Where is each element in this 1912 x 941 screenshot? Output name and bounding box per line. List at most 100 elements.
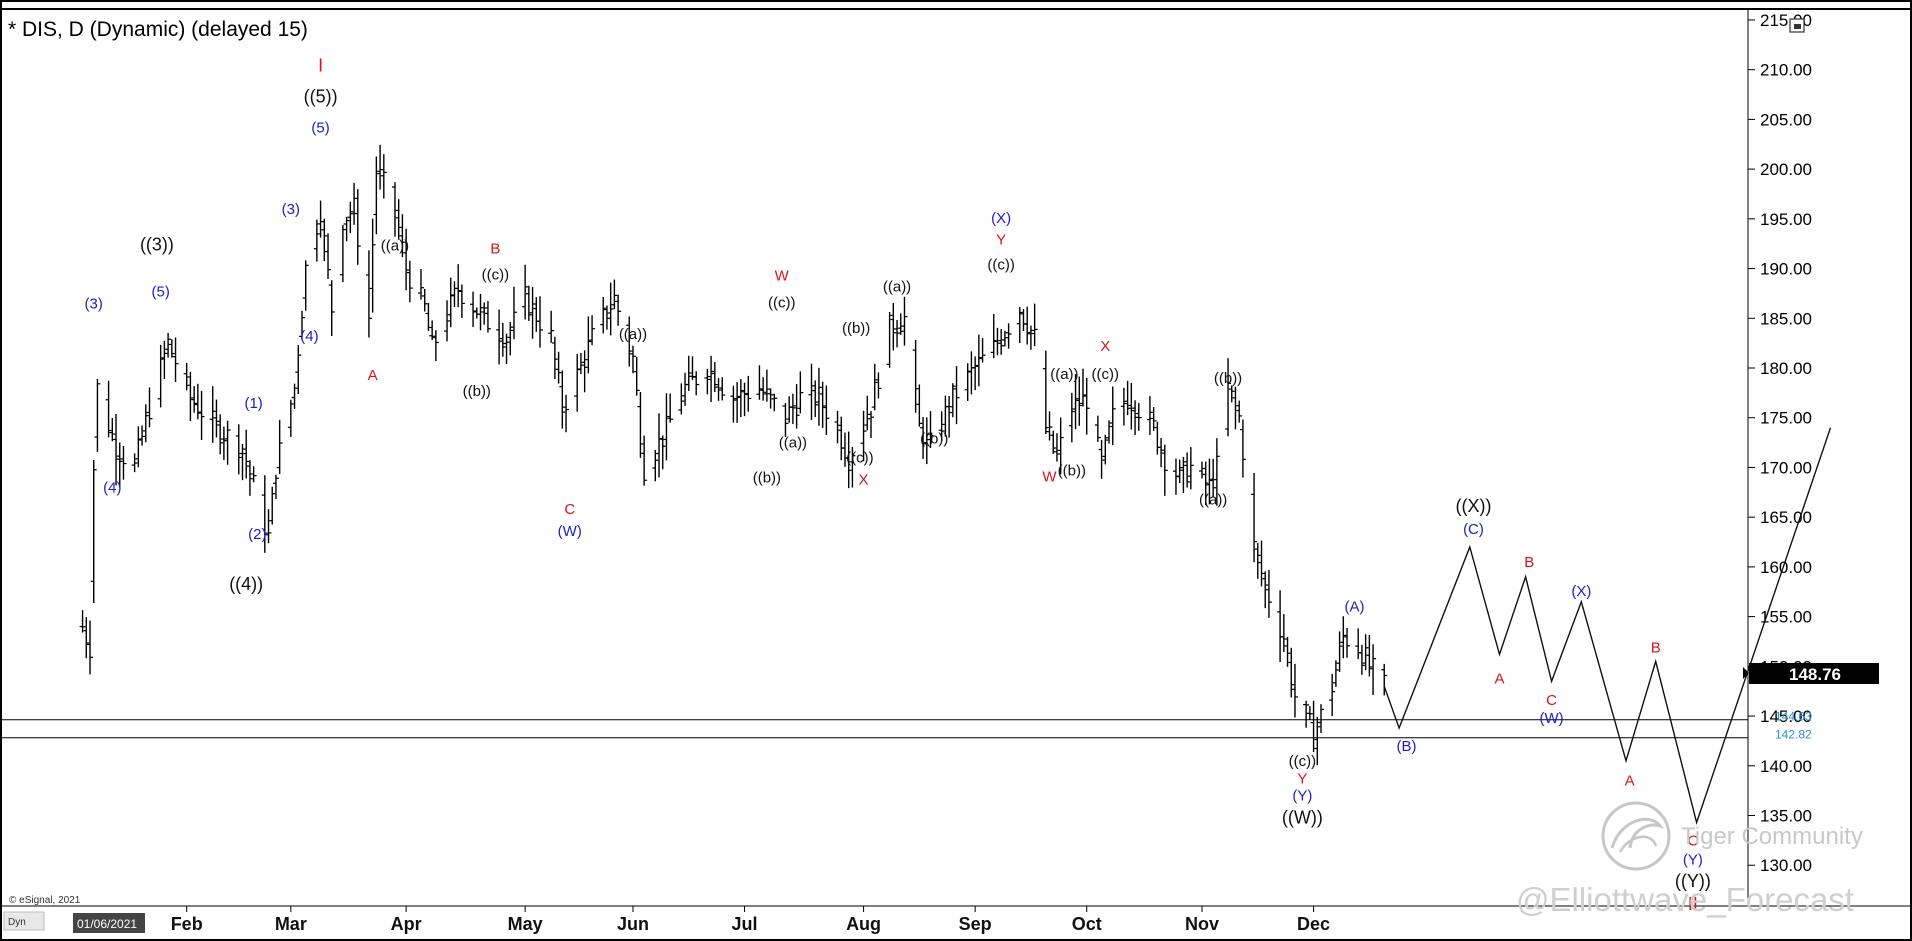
x-tick-label: Dec — [1297, 914, 1330, 934]
wave-label: A — [1625, 773, 1635, 790]
wave-label: (5) — [151, 283, 169, 300]
wave-label: (B) — [1397, 738, 1417, 755]
y-tick-label: 170.00 — [1760, 458, 1812, 477]
ohlc-bar — [187, 371, 194, 421]
wave-label: B — [1651, 639, 1661, 656]
ohlc-bar — [823, 385, 830, 435]
ohlc-bar — [1068, 392, 1075, 443]
wave-label: ((Y)) — [1675, 871, 1711, 891]
wave-label: ((b)) — [920, 431, 948, 448]
ohlc-bar — [819, 381, 826, 428]
ohlc-bar — [979, 338, 986, 363]
ohlc-bar — [704, 368, 711, 395]
ohlc-bar — [923, 417, 930, 465]
ohlc-bar — [894, 319, 901, 348]
ohlc-bar — [1336, 631, 1343, 672]
ohlc-bar — [901, 296, 908, 346]
ohlc-bar — [139, 425, 146, 446]
ohlc-bar — [1213, 438, 1220, 506]
ohlc-bar — [1180, 456, 1187, 493]
wave-label: (3) — [282, 201, 300, 218]
wave-label: ((4)) — [229, 574, 263, 594]
wave-label: ((a)) — [1050, 366, 1078, 383]
ohlc-bar — [503, 333, 510, 364]
ohlc-bar — [1161, 444, 1168, 496]
ohlc-bar — [191, 386, 198, 413]
ohlc-bar — [1079, 368, 1086, 407]
ohlc-bar — [328, 280, 335, 336]
ohlc-bar — [481, 302, 488, 325]
ohlc-bar — [220, 426, 227, 461]
ohlc-bar — [510, 286, 517, 340]
ohlc-bar — [1340, 616, 1347, 659]
ohlc-bar — [213, 399, 220, 438]
ohlc-bar — [1072, 374, 1079, 430]
ohlc-bar — [1228, 385, 1235, 403]
ohlc-bar — [953, 366, 960, 425]
ohlc-bar — [1132, 400, 1139, 436]
y-tick-label: 160.00 — [1760, 558, 1812, 577]
ohlc-bar — [734, 382, 741, 423]
time-axis: Feb Mar Apr May Jun Jul Aug Sep Oct Nov Dec — [171, 906, 1330, 934]
ohlc-bar — [1251, 472, 1258, 563]
ohlc-bar — [343, 216, 350, 242]
window-restore-icon[interactable] — [1789, 18, 1805, 33]
x-tick-label: Apr — [391, 914, 422, 934]
ohlc-bar — [912, 339, 919, 413]
ohlc-bar — [678, 383, 685, 415]
ohlc-bar — [243, 429, 250, 479]
wave-label: W — [775, 268, 790, 285]
wave-label: ((b)) — [463, 383, 491, 400]
x-tick-label: Sep — [959, 914, 992, 934]
ohlc-bar — [938, 411, 945, 442]
hline-label: 144.63 — [1775, 710, 1812, 724]
ohlc-bar — [1150, 407, 1157, 431]
ohlc-bar — [812, 380, 819, 418]
ohlc-bar — [760, 377, 767, 401]
wave-label: (1) — [244, 395, 262, 412]
ohlc-bar — [391, 182, 398, 237]
ohlc-bar — [444, 300, 451, 342]
ohlc-bar — [756, 365, 763, 400]
x-tick-label: May — [508, 914, 543, 934]
ohlc-bar — [607, 282, 614, 336]
ohlc-bar — [868, 411, 875, 439]
ohlc-bar — [1362, 634, 1369, 671]
wave-label: ((c)) — [987, 257, 1014, 274]
y-tick-label: 130.00 — [1760, 856, 1812, 875]
ohlc-bar — [499, 322, 506, 357]
ohlc-bar — [559, 370, 566, 429]
ohlc-bar — [1310, 700, 1317, 753]
ohlc-bar — [994, 327, 1001, 356]
ohlc-bar — [629, 345, 636, 374]
y-tick-label: 175.00 — [1760, 409, 1812, 428]
wave-label: ((c)) — [846, 450, 873, 467]
wave-label: X — [859, 471, 869, 488]
wave-label: ((b)) — [753, 469, 781, 486]
ohlc-bar — [157, 344, 164, 408]
ohlc-bar — [711, 362, 718, 393]
y-tick-label: 200.00 — [1760, 160, 1812, 179]
wave-label: ((a)) — [619, 326, 647, 343]
ohlc-bar — [1109, 386, 1116, 446]
ohlc-bar — [663, 393, 670, 461]
wave-label: B — [490, 241, 500, 258]
ohlc-bar — [615, 294, 622, 326]
wave-label: (C) — [1463, 521, 1484, 538]
ohlc-bar — [265, 509, 272, 544]
ohlc-bar — [763, 369, 770, 402]
ohlc-bar — [484, 301, 491, 333]
ohlc-bar — [1057, 417, 1064, 475]
ohlc-bar — [161, 340, 168, 379]
ohlc-bar — [737, 379, 744, 418]
ohlc-bar — [369, 218, 376, 313]
y-tick-label: 205.00 — [1760, 110, 1812, 129]
ohlc-bar — [321, 218, 328, 262]
ohlc-bar — [1306, 706, 1313, 720]
ohlc-bar — [1146, 396, 1153, 435]
ohlc-bar — [224, 420, 231, 465]
ohlc-bar — [808, 363, 815, 420]
ohlc-bar — [1254, 542, 1261, 579]
